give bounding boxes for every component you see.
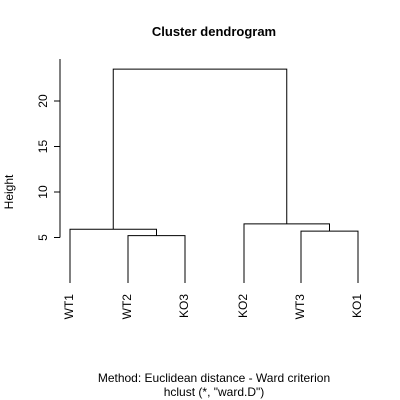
leaf-label-wt1: WT1 [62, 294, 76, 320]
dendrogram-branch [243, 223, 330, 283]
leaf-label-ko3: KO3 [177, 294, 191, 318]
dendrogram-branch [300, 230, 359, 283]
y-tick-label: 15 [36, 140, 50, 154]
y-axis-label: Height [2, 174, 16, 209]
leaf-labels: WT1 WT2 KO3 KO2 WT3 KO1 [62, 294, 364, 320]
dendrogram-branch [127, 235, 186, 283]
leaf-label-wt3: WT3 [293, 294, 307, 320]
dendrogram-branches [69, 68, 359, 283]
leaf-label-ko1: KO1 [350, 294, 364, 318]
chart-title: Cluster dendrogram [152, 24, 276, 39]
y-tick-label: 5 [36, 234, 50, 241]
y-tick-label: 20 [36, 94, 50, 108]
dendrogram-branch [112, 68, 288, 230]
y-tick-label: 10 [36, 185, 50, 199]
method-subtitle: Method: Euclidean distance - Ward criter… [98, 371, 330, 385]
leaf-label-ko2: KO2 [236, 294, 250, 318]
dendrogram-branch [69, 228, 157, 283]
hclust-subtitle: hclust (*, "ward.D") [164, 385, 265, 399]
leaf-label-wt2: WT2 [120, 294, 134, 320]
y-axis-ticks: 5 10 15 20 [36, 94, 60, 241]
